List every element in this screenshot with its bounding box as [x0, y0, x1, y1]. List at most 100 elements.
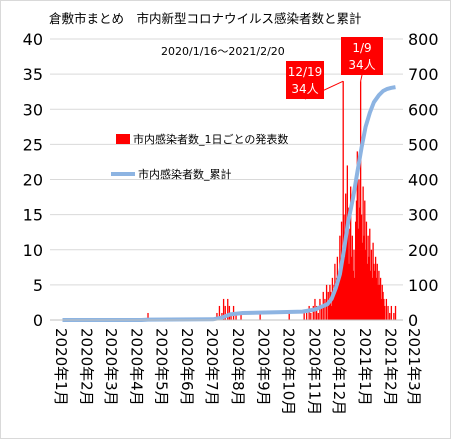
x-tick-label-group: 2021年3月 [405, 328, 423, 406]
daily-bar [379, 277, 382, 320]
y-axis-left: 0 5 10 15 20 25 30 35 40 [23, 30, 43, 330]
daily-bar [372, 242, 374, 320]
daily-bar [384, 305, 386, 320]
daily-bar [381, 284, 383, 320]
daily-bar [224, 305, 226, 320]
legend: 市内感染者数_1日ごとの発表数 市内感染者数_累計 [111, 132, 288, 181]
daily-bar [357, 228, 359, 320]
daily-bar [335, 277, 338, 320]
x-tick-label-group: 2020年5月 [153, 328, 171, 406]
y-right-tick-label: 100 [408, 276, 439, 295]
callout-box [341, 37, 383, 75]
daily-bar [240, 312, 242, 320]
daily-bar [216, 312, 218, 320]
gridlines [50, 38, 403, 321]
daily-bar [303, 312, 305, 320]
y-right-tick-label: 700 [408, 65, 439, 84]
daily-bar [368, 256, 370, 320]
x-tick-label-group: 2021年2月 [382, 328, 400, 406]
daily-bar [324, 298, 326, 320]
daily-bar [317, 312, 319, 320]
daily-bar [349, 228, 351, 320]
daily-bar [328, 298, 330, 320]
daily-bar [359, 81, 362, 321]
daily-bar [370, 249, 373, 320]
daily-bar [373, 263, 375, 320]
daily-bar [346, 165, 349, 320]
x-tick-label: 2020年7月 [203, 328, 221, 406]
daily-bar [259, 312, 261, 320]
daily-bar [356, 151, 358, 320]
y-right-tick-label: 500 [408, 135, 439, 154]
daily-bar [235, 312, 237, 320]
x-tick-label: 2021年2月 [382, 328, 400, 406]
y-right-tick-label: 200 [408, 241, 439, 260]
daily-bar [352, 270, 354, 320]
callout-date: 12/19 [288, 65, 323, 79]
daily-bar [382, 291, 384, 320]
x-axis: 2020年1月 2020年2月 2020年3月 2020年4月 2020年5月 2020年… [50, 319, 423, 415]
daily-bar [375, 277, 378, 320]
callout-box [286, 61, 324, 99]
chart-subtitle: 2020/1/16〜2021/2/20 [161, 45, 285, 58]
x-tick-label-group: 2020年9月 [255, 328, 273, 406]
x-tick-label: 2020年10月 [280, 328, 298, 415]
callout: 12/19 34人 [286, 61, 344, 100]
daily-bar [364, 200, 366, 320]
daily-bar [310, 312, 312, 320]
daily-bar [340, 277, 342, 320]
chart-title: 倉敷市まとめ 市内新型コロナウイルス感染者数と累計 [49, 11, 362, 26]
daily-bar [343, 214, 345, 320]
daily-bar [333, 284, 335, 320]
daily-bar [338, 270, 340, 320]
daily-bar [360, 214, 363, 320]
daily-bar [288, 312, 290, 320]
daily-bar [335, 291, 337, 320]
daily-bar [369, 270, 372, 320]
daily-bar [367, 235, 369, 320]
daily-bar [332, 298, 334, 320]
y-right-tick-label: 0 [408, 311, 418, 330]
callout-count: 34人 [291, 82, 318, 96]
x-tick-label: 2020年4月 [128, 328, 146, 406]
y-left-tick-label: 10 [23, 241, 43, 260]
x-tick-label-group: 2020年3月 [102, 328, 120, 406]
daily-bar [363, 235, 365, 320]
x-tick-label: 2020年11月 [305, 328, 323, 415]
daily-bar [347, 207, 349, 320]
y-right-tick-label: 600 [408, 100, 439, 119]
daily-bar [354, 277, 356, 320]
daily-bar [230, 312, 232, 320]
x-tick-label: 2020年6月 [178, 328, 196, 406]
y-left-tick-label: 30 [23, 100, 43, 119]
daily-bars [147, 81, 397, 321]
daily-bar [387, 305, 389, 320]
daily-bar [315, 305, 318, 320]
daily-bar [350, 186, 352, 320]
callout-date: 1/9 [352, 41, 371, 55]
x-tick-label: 2020年2月 [78, 328, 96, 406]
daily-bar [320, 305, 323, 320]
x-tick-label-group: 2020年1月 [52, 328, 70, 406]
x-tick-label-group: 2020年4月 [128, 328, 146, 406]
daily-bar [341, 249, 344, 320]
daily-bar [351, 235, 353, 320]
x-tick-label: 2020年5月 [153, 328, 171, 406]
y-left-tick-label: 40 [23, 30, 43, 49]
daily-bar [306, 312, 308, 320]
daily-bar [355, 200, 358, 320]
x-tick-label-group: 2020年11月 [305, 328, 323, 415]
daily-bar [355, 221, 357, 320]
daily-bar [345, 242, 348, 320]
daily-bar [344, 256, 346, 320]
daily-bar [350, 256, 353, 320]
legend-bar-label: 市内感染者数_1日ごとの発表数 [133, 132, 288, 146]
daily-bar [362, 186, 364, 320]
daily-bar [394, 305, 397, 320]
y-left-tick-label: 5 [33, 276, 43, 295]
daily-bar [376, 263, 378, 320]
